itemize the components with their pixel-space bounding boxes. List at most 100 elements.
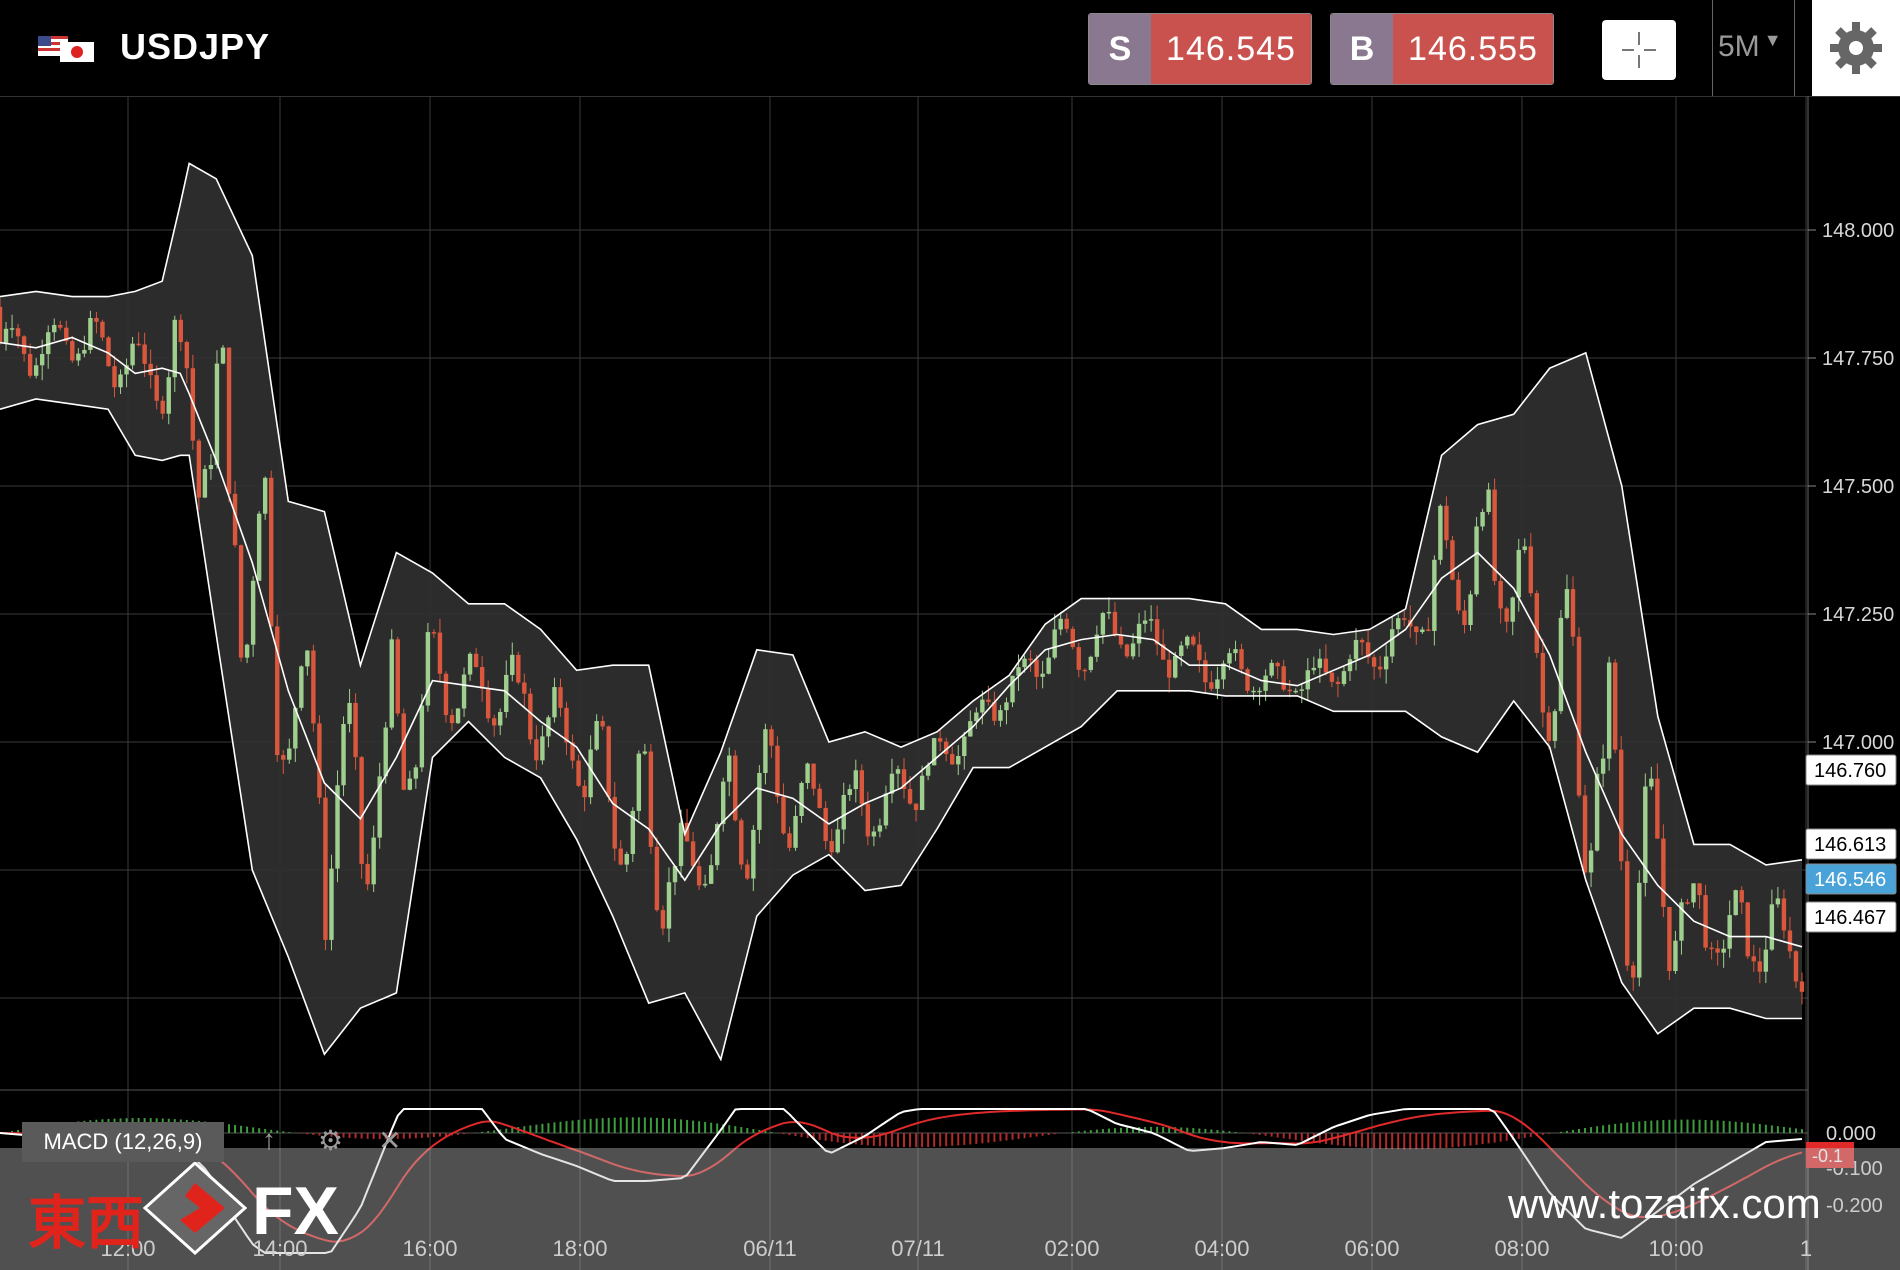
candle-body <box>401 713 406 790</box>
candle-body <box>1775 898 1781 905</box>
candle-body <box>1781 898 1787 931</box>
candle-body <box>1233 649 1238 654</box>
candle-body <box>46 332 51 355</box>
candle-body <box>443 673 449 716</box>
candle-body <box>21 336 27 354</box>
x-tick-label: 14:00 <box>252 1236 307 1261</box>
candle-body <box>100 321 105 338</box>
candle-body <box>950 754 955 765</box>
candle-body <box>1570 589 1576 637</box>
gear-icon[interactable]: ⚙ <box>318 1125 344 1156</box>
price-chart[interactable]: 148.000 147.750 147.500 147.250 147.000 146.7… <box>0 96 1900 1270</box>
candle-body <box>829 840 834 853</box>
y-tick-label: 148.000 <box>1822 220 1894 242</box>
candle-body <box>172 319 177 378</box>
macd-indicator-label[interactable]: MACD (12,26,9) <box>22 1122 224 1162</box>
crosshair-button[interactable] <box>1602 20 1676 80</box>
candle-body <box>1546 712 1552 741</box>
bollinger-upper-line <box>0 162 1803 866</box>
candle-body <box>1317 658 1323 668</box>
candle-body <box>479 667 485 689</box>
candle-body <box>1112 611 1118 635</box>
candle-body <box>94 318 99 322</box>
bollinger-lower-line <box>0 398 1802 1062</box>
buy-button[interactable]: B 146.555 <box>1330 13 1554 85</box>
candle-body <box>787 833 792 848</box>
candle-body <box>196 440 202 498</box>
candle-body <box>1600 758 1606 774</box>
macd-y-tick-label: -0.200 <box>1826 1195 1883 1217</box>
x-tick-label: 12:00 <box>100 1236 155 1261</box>
bollinger-middle-line <box>0 336 1803 948</box>
candle-body <box>1480 511 1485 527</box>
candle-body <box>431 632 437 634</box>
settings-button[interactable] <box>1812 0 1900 96</box>
x-tick-label: 07/11 <box>891 1236 944 1261</box>
candle-body <box>293 707 298 749</box>
candle-body <box>317 723 322 798</box>
sell-button[interactable]: S 146.545 <box>1088 13 1312 85</box>
candle-body <box>1383 656 1389 670</box>
candle-body <box>1040 673 1045 677</box>
price-tag-box <box>1805 901 1897 933</box>
candle-body <box>1420 629 1425 633</box>
candle-body <box>329 868 334 940</box>
candle-body <box>220 347 226 364</box>
candle-body <box>1793 951 1799 982</box>
candle-body <box>1094 634 1100 657</box>
candle-body <box>865 803 871 837</box>
candle-body <box>516 654 521 683</box>
candle-body <box>1058 618 1063 630</box>
candle-body <box>269 477 274 627</box>
candle-body <box>419 705 425 768</box>
candle-body <box>962 736 967 756</box>
up-arrow-icon[interactable]: ↑ <box>262 1124 276 1155</box>
candle-body <box>1721 948 1726 953</box>
candle-body <box>347 702 352 725</box>
candle-body <box>1763 949 1769 972</box>
candle-body <box>15 328 21 337</box>
candle-body <box>636 753 642 811</box>
candle-body <box>811 763 816 789</box>
close-icon[interactable]: ✕ <box>378 1125 402 1156</box>
candle-body <box>956 755 961 765</box>
candle-body <box>1510 597 1515 622</box>
candle-body <box>1492 489 1497 581</box>
watermark-kanji: 東西 <box>28 1189 145 1257</box>
candle-body <box>1396 618 1401 630</box>
candle-body <box>1281 666 1286 690</box>
toolbar-divider <box>1712 0 1713 96</box>
timeframe-select[interactable]: 5M ▼ <box>1718 30 1782 64</box>
candle-body <box>455 708 461 724</box>
symbol-title[interactable]: USDJPY <box>120 26 271 67</box>
candle-body <box>1498 580 1503 609</box>
candle-body <box>287 748 292 760</box>
candle-body <box>1287 689 1292 692</box>
candle-body <box>757 772 762 830</box>
x-tick-label: 06:00 <box>1344 1236 1399 1261</box>
candle-body <box>1353 639 1359 660</box>
candle-body <box>238 545 244 658</box>
candle-body <box>377 776 382 838</box>
candle-body <box>606 726 611 797</box>
candle-body <box>341 724 346 786</box>
candle-body <box>1106 611 1112 614</box>
candle-body <box>1751 956 1756 962</box>
watermark-fx: FX <box>252 1173 339 1249</box>
candle-body <box>510 654 515 675</box>
candle-body <box>1335 681 1341 684</box>
candle-body <box>1606 662 1612 759</box>
candle-body <box>166 377 171 414</box>
candle-body <box>1594 773 1600 851</box>
candle-body <box>208 464 214 470</box>
candle-body <box>624 854 629 865</box>
candle-body <box>1329 672 1335 682</box>
candle-body <box>1486 489 1491 512</box>
candle-body <box>136 343 141 346</box>
candle-body <box>992 701 997 721</box>
candle-body <box>612 796 617 849</box>
candle-body <box>148 363 153 376</box>
candle-body <box>1432 559 1437 631</box>
candle-body <box>154 375 159 401</box>
watermark-logo-icon <box>142 1160 248 1256</box>
